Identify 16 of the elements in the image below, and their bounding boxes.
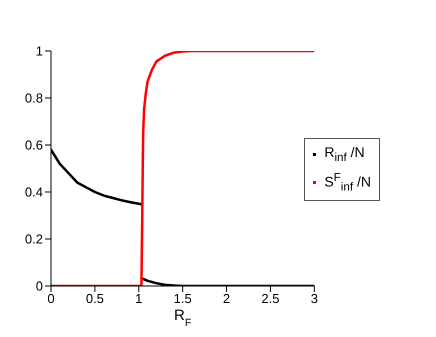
x-tick-label: 1.5: [174, 291, 192, 306]
x-tick-label: 0.5: [86, 291, 104, 306]
x-tick-label: 2: [222, 291, 230, 306]
x-tick-label: 1: [135, 291, 142, 306]
y-tick-label: 1: [36, 44, 43, 59]
x-tick-label: 2.5: [261, 291, 280, 306]
legend-label: S$^{F}$$_{inf}$ /N: [324, 170, 371, 196]
y-tick-label: 0.2: [24, 232, 43, 247]
y-tick-label: 0: [36, 278, 43, 294]
y-tick-label: 0.6: [24, 138, 43, 153]
x-tick-label: 3: [310, 291, 318, 306]
x-axis-title: R$_{F}$: [174, 307, 192, 329]
y-tick-label: 0.8: [24, 90, 43, 106]
x-tick-label: 0: [47, 291, 55, 306]
y-tick-label: 0.4: [24, 184, 43, 200]
legend-label: R$_{inf}$ /N: [324, 143, 365, 166]
